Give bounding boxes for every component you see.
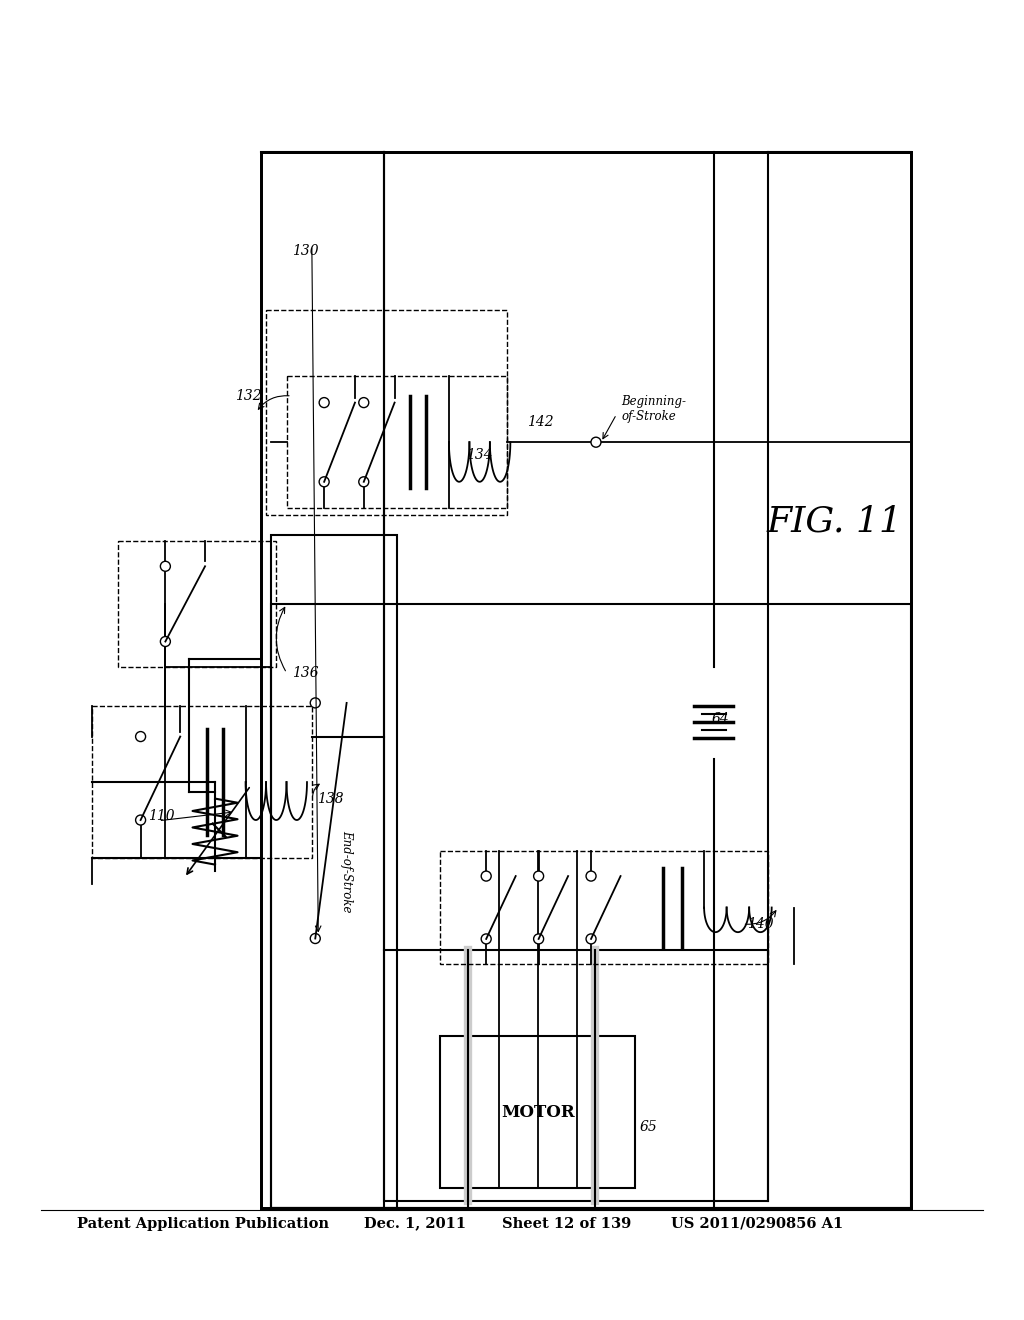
Text: Dec. 1, 2011: Dec. 1, 2011	[364, 1217, 466, 1230]
Text: FIG. 11: FIG. 11	[767, 504, 902, 539]
Circle shape	[310, 698, 321, 708]
Text: Beginning-
of-Stroke: Beginning- of-Stroke	[622, 395, 686, 424]
Text: MOTOR: MOTOR	[501, 1104, 574, 1121]
Text: End-of-Stroke: End-of-Stroke	[340, 830, 353, 912]
Circle shape	[586, 871, 596, 880]
Bar	[266, 310, 507, 515]
Text: Sheet 12 of 139: Sheet 12 of 139	[502, 1217, 631, 1230]
Circle shape	[358, 397, 369, 408]
Circle shape	[161, 636, 170, 647]
Circle shape	[586, 935, 596, 944]
Text: 64: 64	[712, 713, 729, 726]
Circle shape	[534, 935, 544, 944]
Bar	[261, 152, 911, 1208]
Text: 136: 136	[292, 667, 318, 680]
Bar	[271, 535, 397, 1208]
Bar	[440, 1036, 635, 1188]
Text: 134: 134	[466, 449, 493, 462]
Text: US 2011/0290856 A1: US 2011/0290856 A1	[671, 1217, 843, 1230]
Circle shape	[534, 871, 544, 880]
Circle shape	[319, 477, 329, 487]
Text: 130: 130	[292, 244, 318, 257]
Bar	[440, 851, 768, 964]
Text: 110: 110	[148, 809, 175, 822]
Circle shape	[358, 477, 369, 487]
Bar	[384, 950, 768, 1201]
Circle shape	[591, 437, 601, 447]
Circle shape	[135, 814, 145, 825]
Circle shape	[310, 933, 321, 944]
Circle shape	[319, 397, 329, 408]
Circle shape	[481, 871, 492, 880]
Circle shape	[135, 731, 145, 742]
Text: 65: 65	[640, 1121, 657, 1134]
Bar	[271, 605, 911, 1208]
Bar	[287, 376, 507, 508]
Circle shape	[481, 935, 492, 944]
Text: 142: 142	[527, 416, 554, 429]
Text: 132: 132	[236, 389, 262, 403]
Bar	[118, 541, 276, 667]
Text: 138: 138	[317, 792, 344, 805]
Bar	[92, 706, 312, 858]
Text: 140: 140	[748, 917, 774, 931]
Circle shape	[161, 561, 170, 572]
Text: Patent Application Publication: Patent Application Publication	[77, 1217, 329, 1230]
